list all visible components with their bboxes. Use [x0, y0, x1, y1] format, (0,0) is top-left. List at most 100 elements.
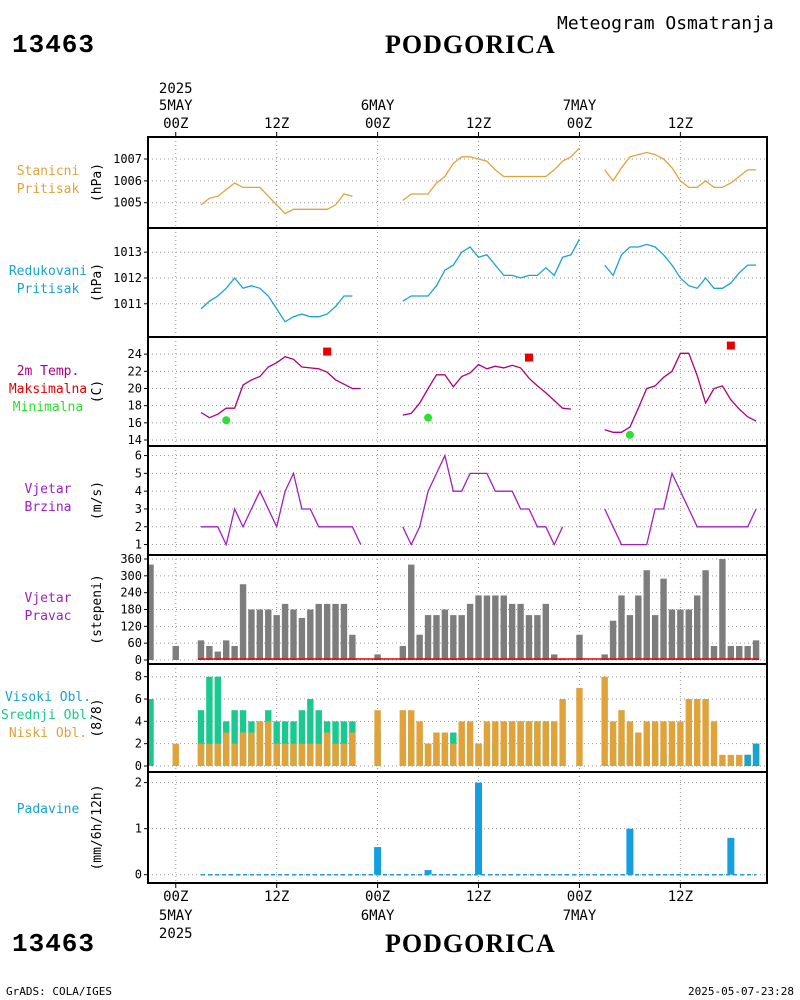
- wind-direction-bar: [752, 640, 760, 660]
- y-axis-label: (hPa): [90, 163, 105, 202]
- cloud-bar: [534, 721, 541, 766]
- cloud-bar: [736, 754, 743, 766]
- x-year-label-bottom: 2025: [159, 926, 193, 942]
- series-line: [402, 453, 564, 547]
- panel-label: Vjetar: [24, 590, 72, 606]
- wind-direction-bar: [727, 645, 735, 660]
- y-tick-label: 2: [135, 520, 142, 534]
- panel-label: Vjetar: [24, 481, 72, 497]
- wind-direction-bar: [408, 564, 415, 660]
- panel-oblaci: 0 2 4 6 8 (8/8): [90, 663, 768, 773]
- x-date-label-top: 6MAY: [361, 98, 395, 114]
- cloud-bar: [374, 710, 381, 766]
- panel-label: Pravac: [24, 608, 72, 624]
- wind-direction-bar: [374, 654, 381, 660]
- wind-direction-bar: [677, 609, 684, 660]
- x-tick-label-bottom: 12Z: [264, 889, 289, 905]
- cloud-bar: [710, 721, 718, 766]
- wind-direction-bar: [290, 609, 297, 660]
- wind-direction-bar: [231, 645, 238, 660]
- panel-stanicni: 1005 1006 1007 (hPa): [90, 136, 768, 229]
- wind-direction-bar: [315, 603, 322, 660]
- cloud-bar: [223, 732, 230, 766]
- cloud-bar: [693, 699, 701, 766]
- series-line: [200, 276, 353, 323]
- cloud-bar: [307, 743, 314, 766]
- y-tick-label: 360: [120, 552, 142, 566]
- wind-direction-bar: [500, 595, 507, 660]
- cloud-bar: [307, 699, 314, 766]
- x-tick-label-top: 00Z: [567, 116, 592, 132]
- series-line: [200, 182, 353, 215]
- wind-direction-bar: [307, 609, 314, 660]
- y-tick-label: 1: [135, 822, 142, 836]
- x-tick-label-bottom: 00Z: [163, 889, 188, 905]
- cloud-bar: [206, 743, 213, 766]
- min-temp-marker: [625, 430, 634, 439]
- cloud-bar: [340, 743, 348, 766]
- x-tick-label-top: 00Z: [365, 116, 390, 132]
- footer-credit: GrADS: COLA/IGES: [6, 985, 112, 998]
- wind-direction-bar: [424, 615, 432, 660]
- cloud-bar: [172, 743, 179, 766]
- y-tick-label: 3: [135, 502, 142, 516]
- panel-frame: [147, 136, 768, 229]
- cloud-bar: [433, 732, 440, 766]
- y-tick-label: 0: [135, 759, 142, 773]
- y-tick-label: 14: [128, 433, 142, 447]
- cloud-bar: [483, 721, 491, 766]
- cloud-bar: [197, 743, 205, 766]
- x-date-label-bottom: 7MAY: [563, 908, 597, 924]
- wind-direction-bar: [172, 645, 179, 660]
- panel-label: Niski Obl.: [8, 726, 88, 741]
- cloud-bar: [727, 754, 735, 766]
- panel-label: 2m Temp.: [16, 363, 80, 379]
- cloud-bar: [618, 710, 625, 766]
- cloud-bar: [332, 743, 339, 766]
- x-tick-label-top: 00Z: [163, 116, 188, 132]
- cloud-bar: [466, 721, 474, 766]
- wind-direction-bar: [332, 603, 339, 660]
- precip-bar: [424, 870, 432, 875]
- max-temp-marker: [726, 341, 735, 350]
- cloud-bar: [349, 732, 356, 766]
- cloud-bar: [315, 743, 322, 766]
- wind-direction-bar: [517, 603, 524, 660]
- cloud-bar: [475, 743, 482, 766]
- footer-city: PODGORICA: [385, 929, 556, 958]
- cloud-bar: [542, 721, 550, 766]
- panel-label: Minimalna: [12, 399, 84, 415]
- cloud-bar: [601, 676, 608, 766]
- y-tick-label: 1012: [113, 271, 142, 285]
- x-tick-label-bottom: 12Z: [668, 889, 693, 905]
- wind-direction-bar: [534, 615, 541, 660]
- wind-direction-bar: [508, 603, 516, 660]
- wind-direction-bar: [660, 578, 667, 660]
- cloud-bar: [147, 699, 154, 766]
- wind-direction-bar: [340, 603, 348, 660]
- wind-direction-bar: [223, 640, 230, 660]
- panel-label: Pritisak: [16, 281, 80, 297]
- panel-padavine: 0 1 2 (mm/6h/12h): [90, 771, 768, 884]
- y-tick-label: 5: [135, 466, 142, 480]
- max-temp-marker: [524, 353, 533, 362]
- series-line: [402, 238, 580, 302]
- y-tick-label: 6: [135, 692, 142, 706]
- x-tick-label-bottom: 12Z: [466, 889, 491, 905]
- y-tick-label: 8: [135, 670, 142, 684]
- y-tick-label: 1006: [113, 174, 142, 188]
- y-tick-label: 6: [135, 449, 142, 463]
- x-tick-label-top: 12Z: [264, 116, 289, 132]
- cloud-bar: [239, 732, 247, 766]
- y-tick-label: 300: [120, 569, 142, 583]
- wind-direction-bar: [601, 654, 608, 660]
- series-line: [200, 355, 361, 419]
- wind-direction-bar: [399, 645, 407, 660]
- wind-direction-bar: [744, 645, 751, 660]
- y-tick-label: 0: [135, 653, 142, 667]
- cloud-bar: [248, 732, 255, 766]
- panel-label: Redukovani: [8, 263, 88, 279]
- precip-bar: [475, 782, 483, 875]
- panel-label: Stanicni: [16, 163, 80, 179]
- cloud-bar: [197, 710, 205, 766]
